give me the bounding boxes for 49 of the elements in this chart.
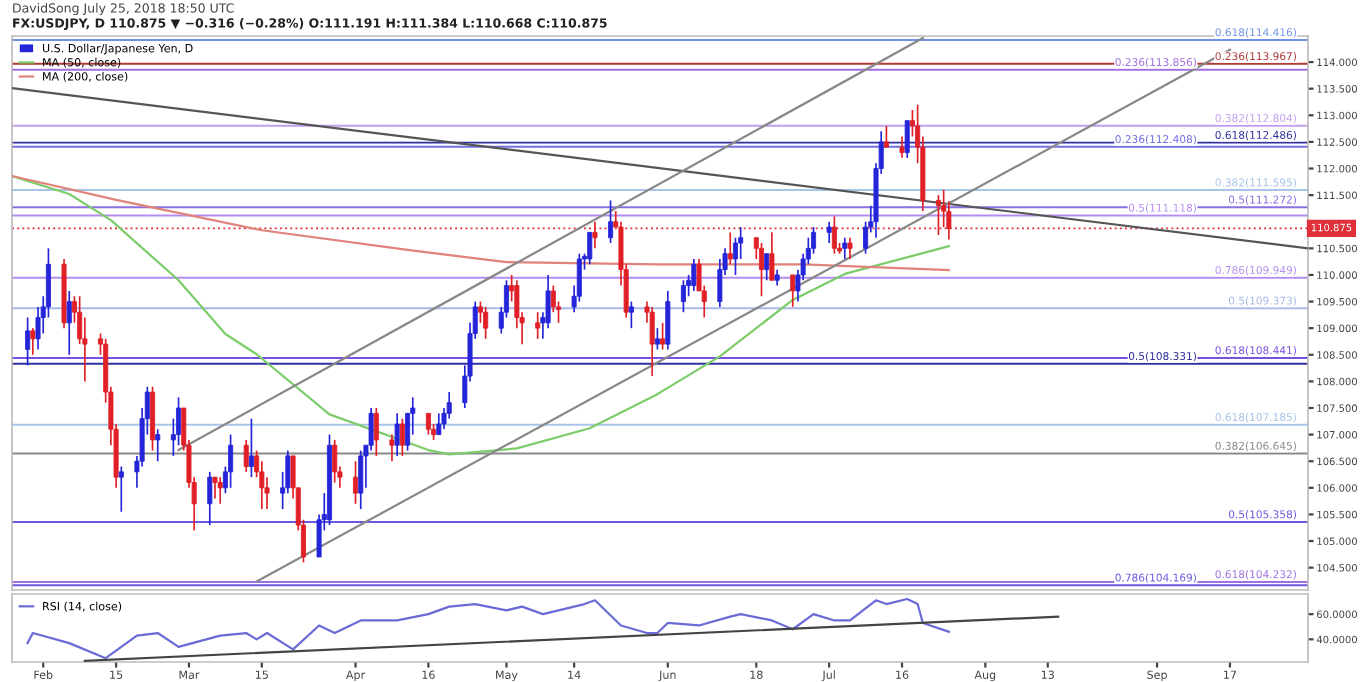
candlestick [758,242,764,298]
candlestick [30,327,36,356]
candlestick [842,236,848,260]
candlestick [691,258,697,292]
candlestick [483,306,489,340]
candlestick [368,407,374,452]
candlestick [883,125,889,149]
candlestick [727,231,733,266]
candlestick [826,220,832,244]
candlestick [769,231,775,282]
candlestick [207,471,213,526]
candlestick [628,300,634,330]
candlestick [248,417,254,479]
candlestick [535,311,541,340]
candlestick [155,428,161,463]
candlestick [389,433,395,463]
candlestick [654,327,660,351]
candlestick [425,412,431,436]
candlestick [217,476,223,505]
candlestick [332,439,338,484]
candlestick [608,199,614,244]
candlestick [25,316,31,367]
candlestick [831,215,837,255]
candlestick [373,407,379,457]
candlestick [847,236,853,260]
candlestick [764,252,770,282]
candlestick [436,412,442,436]
candlestick [243,439,249,473]
candlestick [592,220,598,250]
candlestick [358,449,364,510]
candlestick [399,417,405,457]
candlestick [899,135,905,159]
line-series [26,597,950,660]
candlestick [587,231,593,266]
candlestick [228,433,234,489]
candlestick [665,290,671,351]
candlestick [212,476,218,500]
candlestick [904,119,910,159]
candlestick [660,322,666,351]
candlestick [118,465,124,513]
candlestick [649,306,655,377]
candlestick [935,194,941,236]
candlestick [790,274,796,308]
candlestick [680,279,686,314]
candlestick [66,290,72,356]
candlestick [353,460,359,505]
candlestick [394,412,400,457]
candlestick [150,385,156,452]
line-series [12,174,950,456]
